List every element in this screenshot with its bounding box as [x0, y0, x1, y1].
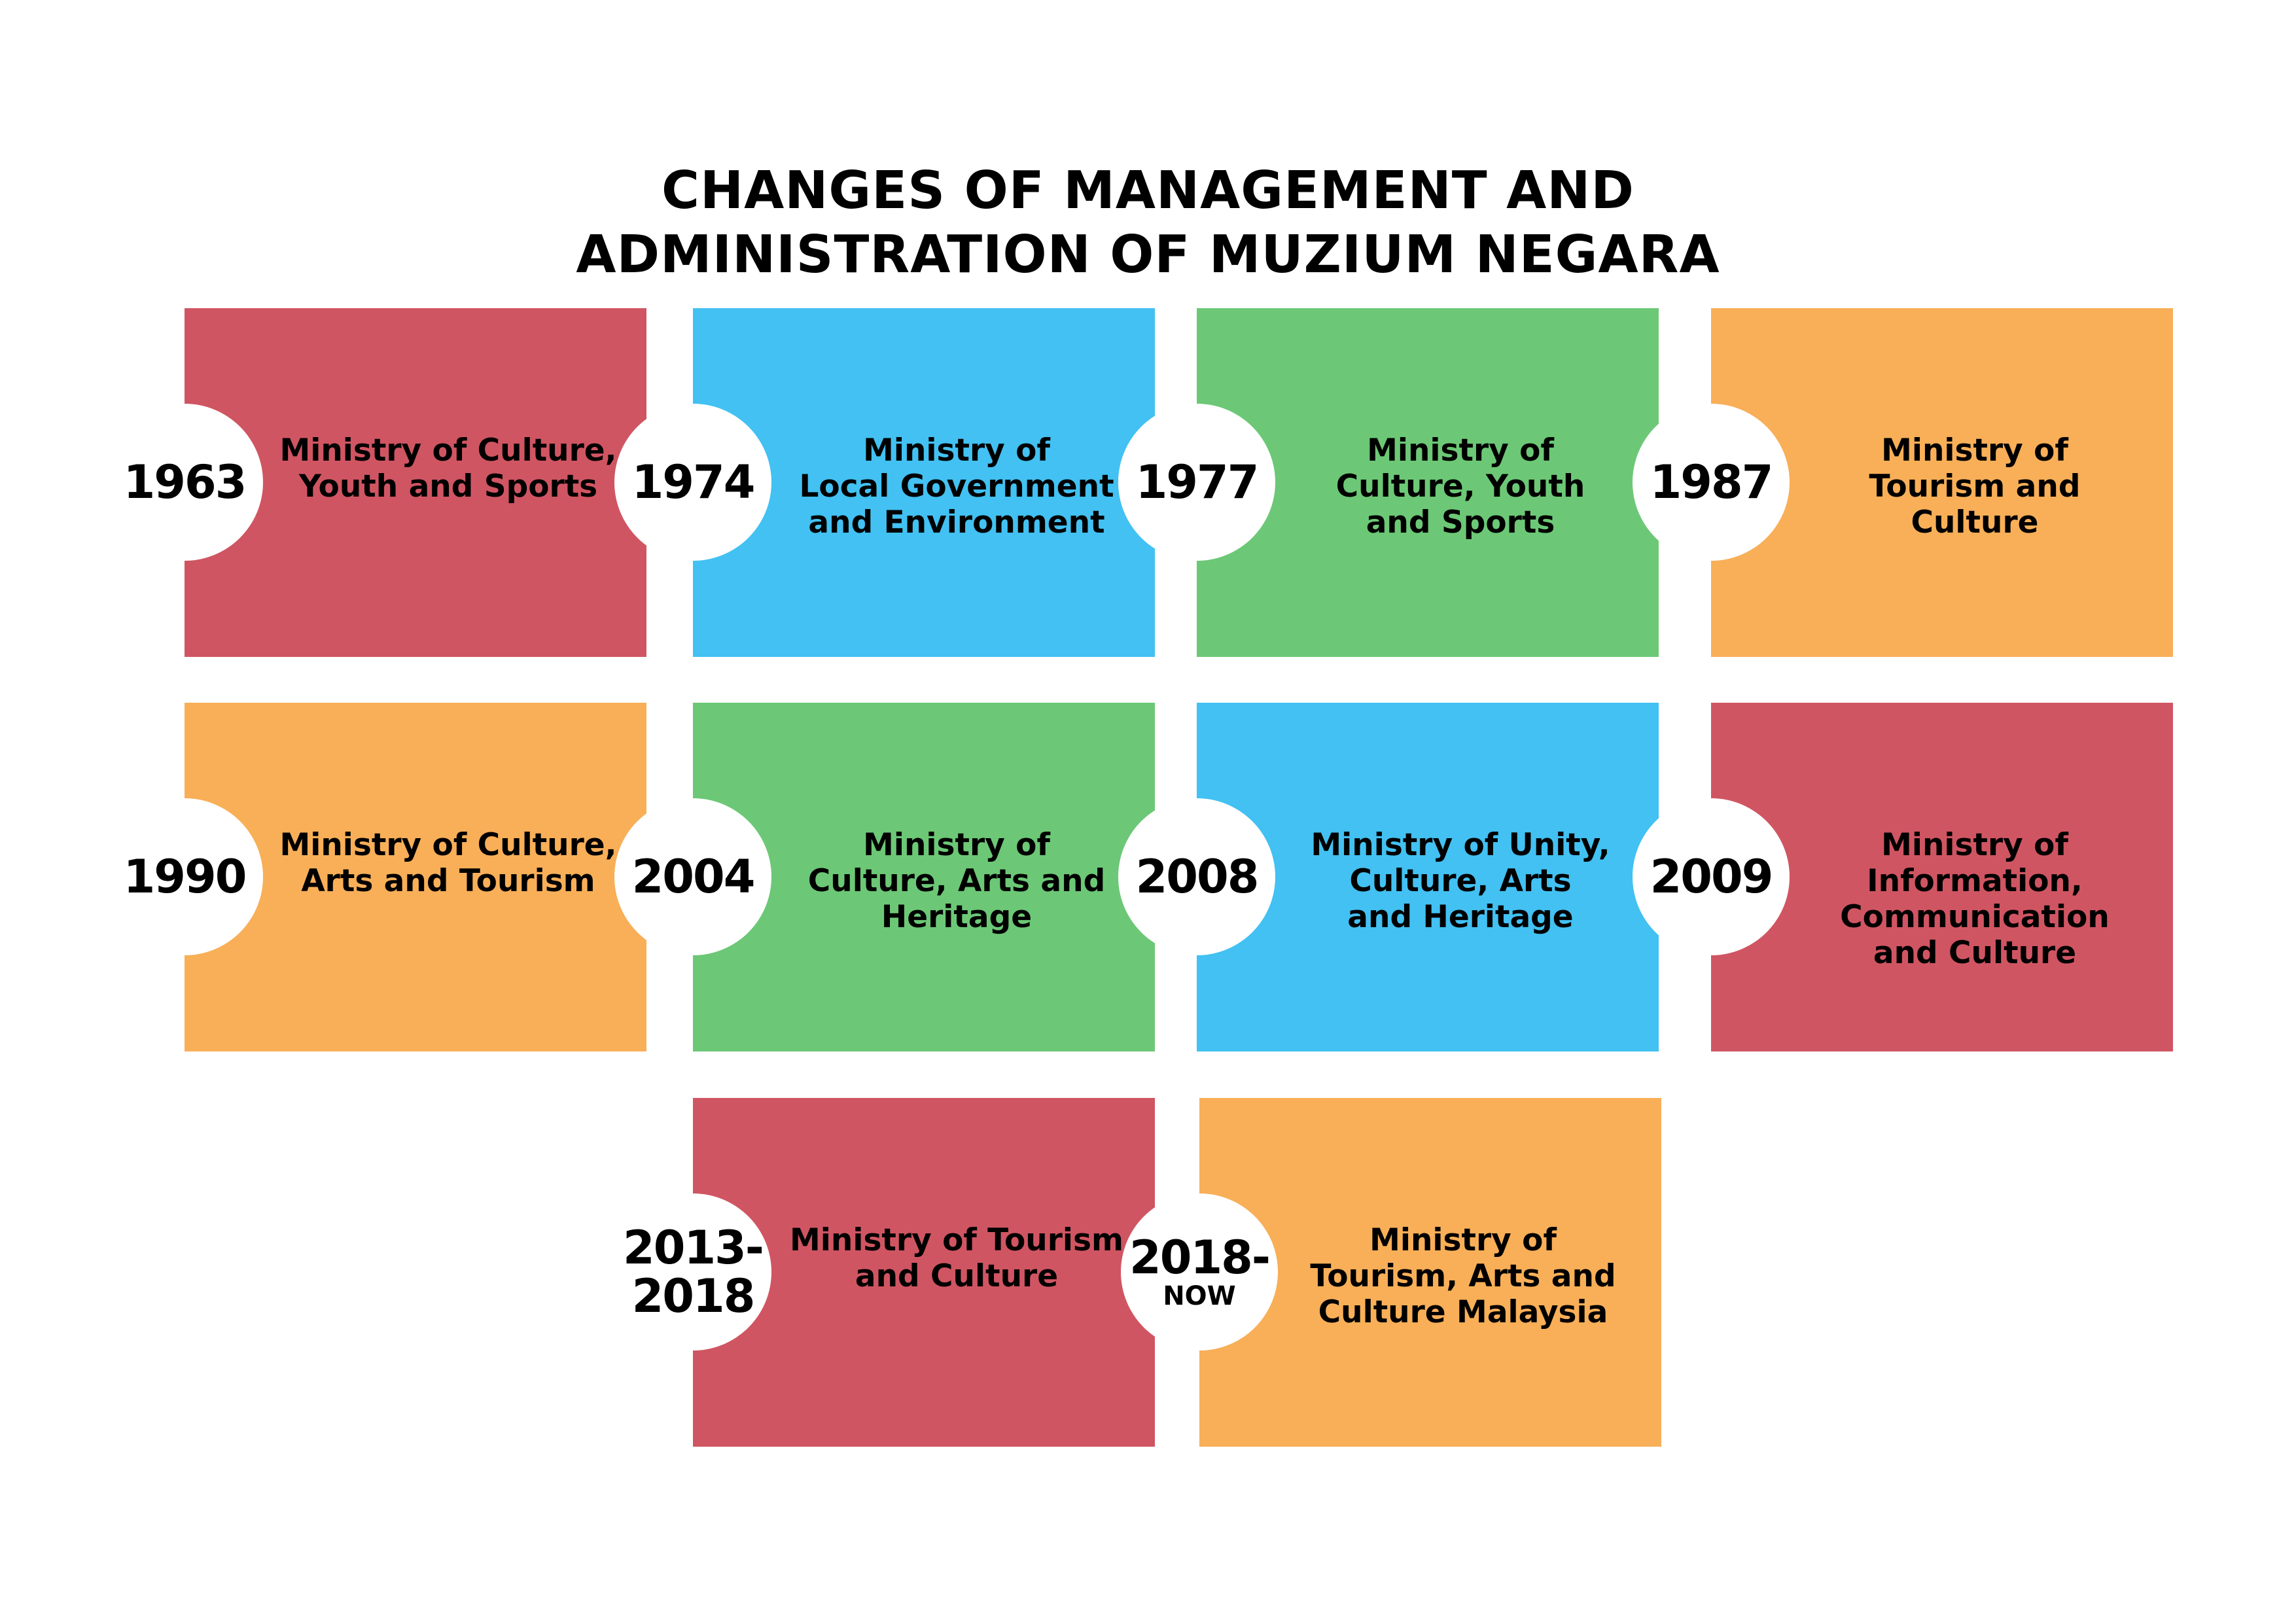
ministry-name-line: Ministry of Unity,	[1311, 827, 1610, 863]
year-label: 2008	[1118, 798, 1275, 955]
year-label: 1974	[614, 404, 771, 561]
ministry-name-line: and Culture	[1873, 935, 2077, 971]
ministry-name-line: Culture, Youth	[1335, 468, 1585, 504]
year-text: 2004	[631, 850, 756, 904]
ministry-name-line: Local Government	[799, 468, 1114, 504]
timeline-card: 1990 Ministry of Culture, Arts and Tourism	[106, 703, 646, 1051]
year-circle	[614, 404, 771, 561]
year-label: 2009	[1633, 798, 1790, 955]
timeline-card: 1963 Ministry of Culture, Youth and Sports	[106, 308, 646, 657]
ministry-name-line: Information,	[1867, 863, 2083, 899]
year-label: 1977	[1118, 404, 1275, 561]
ministry-name-line: Tourism and	[1869, 468, 2081, 504]
timeline-card: 2008 Ministry of Unity, Culture, Arts and H…	[1118, 703, 1659, 1051]
ministry-name: Ministry of Tourism and Culture	[771, 1222, 1142, 1294]
timeline-card: 1977 Ministry of Culture, Youth and Sports	[1118, 308, 1659, 657]
ministry-name-line: Youth and Sports	[298, 468, 598, 504]
ministry-name-line: Ministry of Tourism	[790, 1222, 1123, 1258]
ministry-name-line: Ministry of	[1367, 432, 1554, 468]
ministry-name-line: Ministry of Culture,	[279, 432, 617, 468]
year-label: 1987	[1633, 404, 1790, 561]
year-text-end: NOW	[1163, 1281, 1236, 1311]
ministry-name-line: Arts and Tourism	[301, 863, 595, 899]
ministry-name-line: Culture	[1911, 504, 2039, 540]
ministry-name-line: and Heritage	[1347, 899, 1574, 935]
year-circle	[1633, 404, 1790, 561]
timeline-card: 2018- NOW Ministry of Tourism, Arts and Cult…	[1121, 1098, 1661, 1447]
timeline-card: 1987 Ministry of Tourism and Culture	[1633, 308, 2173, 657]
ministry-name-line: Heritage	[881, 899, 1033, 935]
title-line-2: ADMINISTRATION OF MUZIUM NEGARA	[576, 224, 1720, 285]
ministry-name-line: Culture Malaysia	[1318, 1294, 1608, 1330]
ministry-name: Ministry of Information, Communication and …	[1790, 827, 2160, 971]
ministry-name-line: Communication	[1840, 899, 2110, 935]
year-text: 1987	[1650, 455, 1774, 509]
ministry-name: Ministry of Culture, Arts and Tourism	[263, 827, 633, 899]
year-circle	[1121, 1193, 1278, 1350]
ministry-name-line: Ministry of	[1881, 432, 2068, 468]
ministry-name: Ministry of Unity, Culture, Arts and Herit…	[1275, 827, 1646, 935]
ministry-name-line: Ministry of	[1881, 827, 2068, 863]
year-text: 2009	[1650, 850, 1774, 904]
year-text: 1977	[1135, 455, 1260, 509]
year-label: 1990	[106, 798, 263, 955]
ministry-name-line: Ministry of	[863, 827, 1050, 863]
timeline-card: 2009 Ministry of Information, Communication…	[1633, 703, 2173, 1051]
ministry-name: Ministry of Culture, Youth and Sports	[263, 432, 633, 504]
ministry-name: Ministry of Tourism, Arts and Culture Mala…	[1278, 1222, 1648, 1330]
year-circle	[106, 798, 263, 955]
year-label: 2004	[614, 798, 771, 955]
year-circle	[1118, 798, 1275, 955]
ministry-name-line: Ministry of	[1369, 1222, 1557, 1258]
year-circle	[1118, 404, 1275, 561]
page-title: CHANGES OF MANAGEMENT AND ADMINISTRATION…	[0, 158, 2296, 287]
year-text: 2008	[1135, 850, 1260, 904]
ministry-name-line: and Culture	[855, 1258, 1059, 1294]
timeline-card: 1974 Ministry of Local Government and Envir…	[614, 308, 1155, 657]
year-circle	[614, 1193, 771, 1350]
year-text: 1990	[123, 850, 247, 904]
year-circle	[614, 798, 771, 955]
ministry-name: Ministry of Culture, Arts and Heritage	[771, 827, 1142, 935]
ministry-name-line: Culture, Arts and	[807, 863, 1106, 899]
year-circle	[106, 404, 263, 561]
ministry-name-line: and Environment	[808, 504, 1105, 540]
ministry-name-line: Ministry of Culture,	[279, 827, 617, 863]
year-text-end: 2018	[631, 1269, 756, 1323]
year-label: 2018- NOW	[1121, 1193, 1278, 1350]
timeline-card: 2004 Ministry of Culture, Arts and Heritage	[614, 703, 1155, 1051]
ministry-name-line: Ministry of	[863, 432, 1050, 468]
ministry-name: Ministry of Local Government and Environme…	[771, 432, 1142, 540]
title-line-1: CHANGES OF MANAGEMENT AND	[662, 160, 1634, 221]
ministry-name: Ministry of Tourism and Culture	[1790, 432, 2160, 540]
ministry-name: Ministry of Culture, Youth and Sports	[1275, 432, 1646, 540]
year-label: 2013- 2018	[614, 1193, 771, 1350]
year-label: 1963	[106, 404, 263, 561]
timeline-card: 2013- 2018 Ministry of Tourism and Culture	[614, 1098, 1155, 1447]
year-text: 2013-	[623, 1221, 764, 1275]
year-circle	[1633, 798, 1790, 955]
ministry-name-line: and Sports	[1366, 504, 1555, 540]
year-text: 1974	[631, 455, 756, 509]
ministry-name-line: Culture, Arts	[1349, 863, 1572, 899]
year-text: 2018-	[1129, 1231, 1271, 1284]
ministry-name-line: Tourism, Arts and	[1310, 1258, 1616, 1294]
year-text: 1963	[123, 455, 247, 509]
